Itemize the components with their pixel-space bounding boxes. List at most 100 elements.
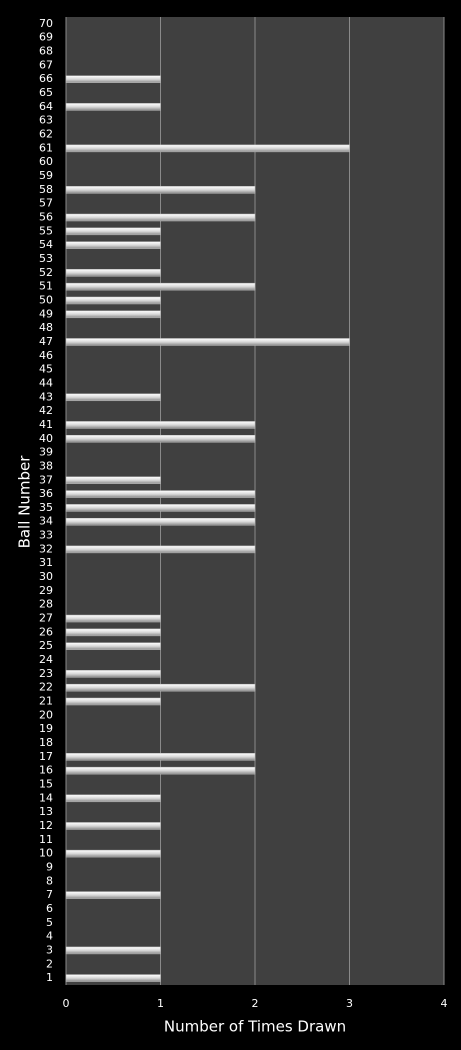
y-tick-label: 58 [39, 183, 53, 196]
y-tick-label: 7 [46, 888, 53, 901]
bar [65, 144, 350, 153]
y-tick-label: 18 [39, 736, 53, 749]
y-tick-label: 26 [39, 625, 53, 638]
y-tick-label: 53 [39, 252, 53, 265]
y-tick-label: 36 [39, 487, 53, 500]
y-tick-label: 43 [39, 390, 53, 403]
bar [65, 642, 161, 650]
bar [65, 435, 256, 443]
y-tick-label: 2 [46, 957, 53, 970]
y-tick-label: 30 [39, 570, 53, 583]
y-tick-label: 63 [39, 114, 53, 127]
bar [65, 269, 161, 277]
y-tick-label: 52 [39, 266, 53, 279]
y-tick-label: 46 [39, 349, 53, 362]
y-tick-label: 19 [39, 722, 53, 735]
bar [65, 338, 350, 346]
y-tick-label: 41 [39, 418, 53, 431]
y-tick-label: 48 [39, 321, 53, 334]
y-tick-label: 9 [46, 860, 53, 873]
y-tick-label: 31 [39, 556, 53, 569]
bar [65, 296, 161, 305]
y-tick-label: 60 [39, 155, 53, 168]
y-tick-label: 4 [46, 930, 53, 943]
bar [65, 614, 161, 623]
y-tick-label: 51 [39, 280, 53, 293]
y-tick-label: 45 [39, 363, 53, 376]
x-tick-label: 0 [63, 997, 70, 1010]
y-tick-label: 40 [39, 432, 53, 445]
bar [65, 476, 161, 485]
y-tick-label: 28 [39, 598, 53, 611]
bar [65, 628, 161, 637]
y-tick-label: 62 [39, 128, 53, 141]
bar [65, 946, 161, 955]
y-tick-label: 12 [39, 819, 53, 832]
bar [65, 75, 161, 83]
bar [65, 421, 256, 429]
y-tick-label: 16 [39, 764, 53, 777]
y-tick-label: 8 [46, 874, 53, 887]
y-tick-label: 14 [39, 791, 53, 804]
y-tick-label: 15 [39, 777, 53, 790]
y-tick-label: 56 [39, 211, 53, 224]
bar [65, 683, 256, 692]
bar [65, 310, 161, 319]
y-tick-label: 27 [39, 612, 53, 625]
y-tick-label: 17 [39, 750, 53, 763]
x-axis-title: Number of Times Drawn [164, 1018, 346, 1036]
bar [65, 241, 161, 249]
y-axis-title: Ball Number [16, 455, 34, 549]
bar [65, 282, 256, 291]
y-tick-label: 69 [39, 31, 53, 44]
bar [65, 504, 256, 512]
y-tick-label: 47 [39, 335, 53, 348]
y-tick-label: 66 [39, 72, 53, 85]
bar [65, 697, 161, 706]
bar [65, 974, 161, 982]
y-tick-label: 21 [39, 695, 53, 708]
y-tick-label: 44 [39, 376, 53, 389]
y-tick-label: 67 [39, 58, 53, 71]
y-tick-label: 25 [39, 639, 53, 652]
y-tick-label: 65 [39, 86, 53, 99]
bar [65, 891, 161, 899]
y-tick-label: 10 [39, 847, 53, 860]
y-tick-label: 68 [39, 45, 53, 58]
bar [65, 794, 161, 803]
y-tick-label: 24 [39, 653, 53, 666]
y-tick-label: 29 [39, 584, 53, 597]
y-tick-label: 70 [39, 17, 53, 30]
y-tick-label: 23 [39, 667, 53, 680]
bar [65, 186, 256, 194]
y-tick-label: 49 [39, 307, 53, 320]
bar [65, 103, 161, 111]
x-tick-label: 1 [157, 997, 164, 1010]
x-tick-label: 4 [441, 997, 448, 1010]
bar [65, 766, 256, 775]
bar [65, 822, 161, 830]
bar [65, 490, 256, 498]
y-tick-label: 39 [39, 446, 53, 459]
x-tick-label: 2 [252, 997, 259, 1010]
bar [65, 753, 256, 761]
y-tick-label: 42 [39, 404, 53, 417]
y-tick-label: 11 [39, 833, 53, 846]
y-tick-label: 38 [39, 459, 53, 472]
bar [65, 393, 161, 402]
bar [65, 517, 256, 526]
y-tick-label: 57 [39, 197, 53, 210]
y-tick-label: 22 [39, 681, 53, 694]
y-tick-label: 6 [46, 902, 53, 915]
y-tick-label: 13 [39, 805, 53, 818]
bar [65, 670, 161, 678]
x-tick-label: 3 [346, 997, 353, 1010]
bar [65, 849, 161, 858]
bar [65, 213, 256, 222]
y-tick-label: 50 [39, 293, 53, 306]
y-tick-label: 55 [39, 224, 53, 237]
y-tick-label: 37 [39, 473, 53, 486]
y-tick-label: 61 [39, 141, 53, 154]
y-tick-label: 3 [46, 943, 53, 956]
